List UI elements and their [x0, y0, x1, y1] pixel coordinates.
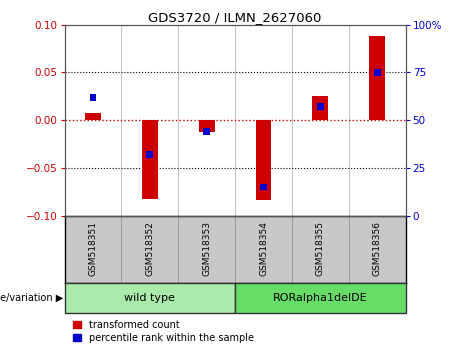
Bar [260, 184, 267, 190]
Text: GSM518352: GSM518352 [145, 221, 154, 276]
Text: GSM518355: GSM518355 [316, 221, 325, 276]
Bar [203, 128, 210, 135]
Bar [235, 283, 406, 313]
Bar [65, 283, 235, 313]
Bar [199, 120, 215, 132]
Text: GSM518356: GSM518356 [373, 221, 382, 276]
Title: GDS3720 / ILMN_2627060: GDS3720 / ILMN_2627060 [148, 11, 322, 24]
Bar [147, 151, 153, 158]
Bar [142, 120, 158, 199]
Text: GSM518353: GSM518353 [202, 221, 211, 276]
Text: wild type: wild type [124, 293, 175, 303]
Text: genotype/variation ▶: genotype/variation ▶ [0, 293, 64, 303]
Bar [85, 114, 101, 120]
Bar [374, 69, 381, 76]
Bar [369, 36, 385, 120]
Text: GSM518354: GSM518354 [259, 221, 268, 276]
Bar [255, 120, 272, 200]
Bar [317, 103, 324, 110]
Text: GSM518351: GSM518351 [89, 221, 97, 276]
Bar [313, 96, 328, 120]
Bar [89, 94, 96, 101]
Legend: transformed count, percentile rank within the sample: transformed count, percentile rank withi… [70, 316, 258, 347]
Text: RORalpha1delDE: RORalpha1delDE [273, 293, 368, 303]
